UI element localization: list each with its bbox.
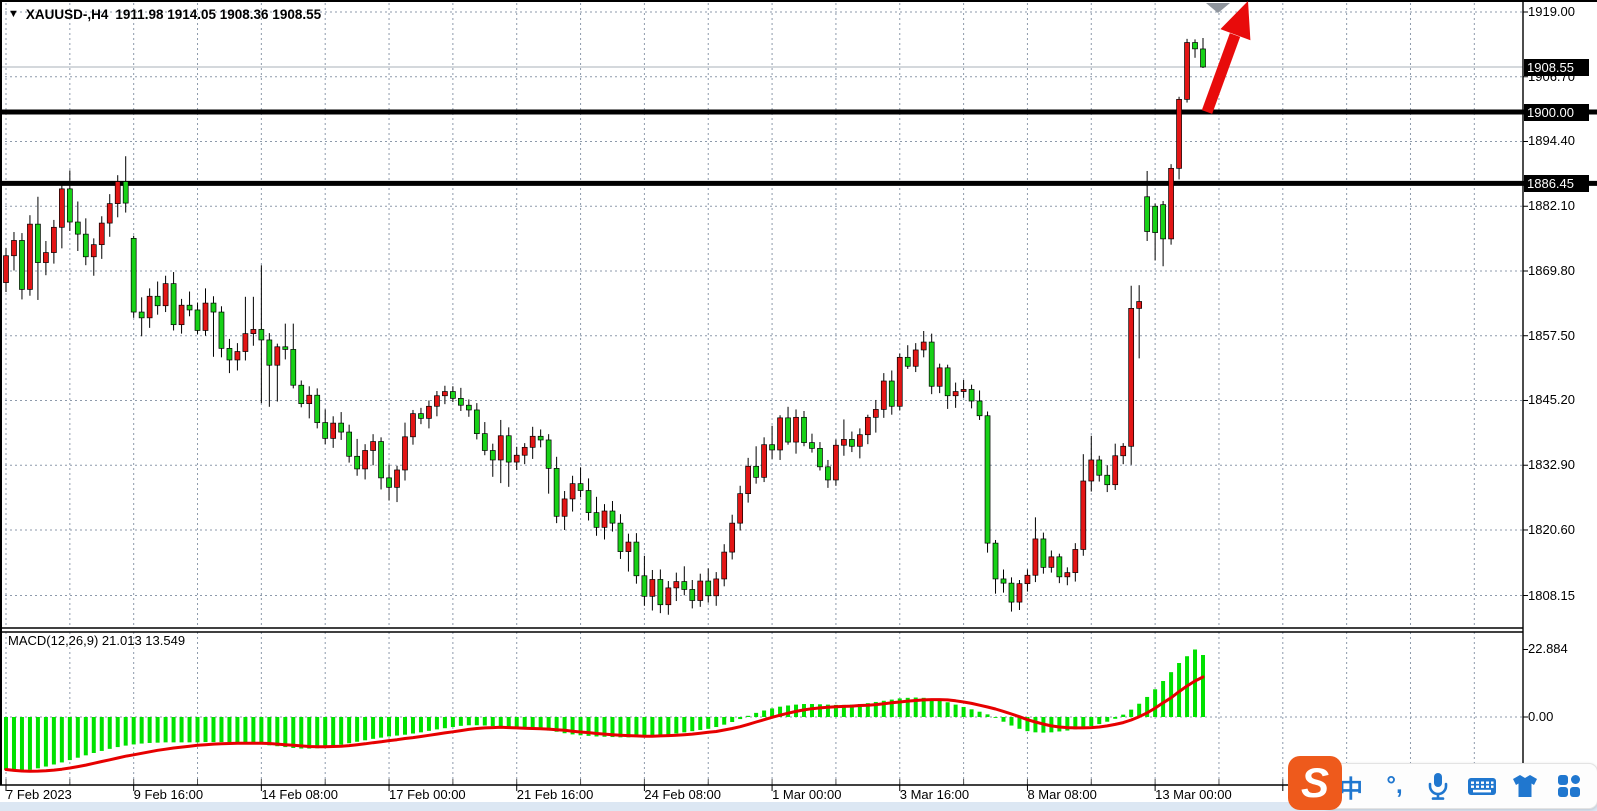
menu-grid-icon[interactable] — [1552, 771, 1586, 801]
time-tick-label: 21 Feb 16:00 — [516, 787, 594, 802]
macd-tick-label: 0.00 — [1528, 709, 1554, 724]
ime-toolbar: 中 °, — [1322, 763, 1597, 809]
skin-shirt-icon[interactable] — [1508, 771, 1542, 801]
time-tick-label: 24 Feb 08:00 — [644, 787, 722, 802]
price-tick-label: 1869.80 — [1528, 262, 1575, 278]
macd-tick-label: 22.884 — [1528, 641, 1568, 657]
trend-arrow-annotation[interactable] — [1201, 33, 1241, 114]
chart-title: ▼ XAUUSD-,H4 1911.98 1914.05 1908.36 190… — [8, 7, 321, 22]
price-tick-label: 1845.20 — [1528, 392, 1575, 408]
macd-indicator-label: MACD(12,26,9) 21.013 13.549 — [8, 633, 186, 648]
hline-price-badge: 1886.45 — [1524, 174, 1589, 192]
time-tick-label: 9 Feb 16:00 — [133, 787, 204, 802]
time-tick-label: 17 Feb 00:00 — [389, 787, 466, 802]
price-tick-label: 1857.50 — [1528, 327, 1575, 343]
price-tick-label: 1894.40 — [1528, 133, 1575, 149]
time-tick-label: 13 Mar 00:00 — [1155, 787, 1232, 802]
trend-arrow-head[interactable] — [1220, 1, 1251, 41]
symbol-timeframe-label: XAUUSD-,H4 — [25, 7, 109, 22]
chart-end-marker-icon — [1206, 3, 1230, 13]
price-tick-label: 1882.10 — [1528, 198, 1575, 214]
price-tick-label: 1919.00 — [1528, 4, 1575, 19]
bid-price-badge: 1908.55 — [1524, 58, 1589, 76]
sogou-ime-logo[interactable]: S — [1288, 756, 1342, 810]
punctuation-icon[interactable]: °, — [1386, 772, 1403, 799]
time-tick-label: 3 Mar 16:00 — [899, 787, 970, 802]
microphone-icon[interactable] — [1421, 771, 1455, 801]
taskbar-strip — [0, 802, 1597, 811]
time-tick-label: 8 Mar 08:00 — [1027, 787, 1097, 802]
time-tick-label: 7 Feb 2023 — [6, 787, 72, 802]
time-tick-label: 1 Mar 00:00 — [772, 787, 842, 802]
price-tick-label: 1832.90 — [1528, 457, 1575, 473]
symbol-dropdown-icon[interactable]: ▼ — [8, 8, 19, 20]
hline-price-badge: 1900.00 — [1524, 103, 1589, 121]
chinese-mode-icon[interactable]: 中 — [1338, 775, 1363, 803]
time-tick-label: 14 Feb 08:00 — [261, 787, 338, 802]
keyboard-icon[interactable] — [1465, 771, 1499, 801]
price-tick-label: 1808.15 — [1528, 587, 1575, 603]
ohlc-readout: 1911.98 1914.05 1908.36 1908.55 — [115, 7, 322, 22]
price-tick-label: 1820.60 — [1528, 521, 1575, 537]
